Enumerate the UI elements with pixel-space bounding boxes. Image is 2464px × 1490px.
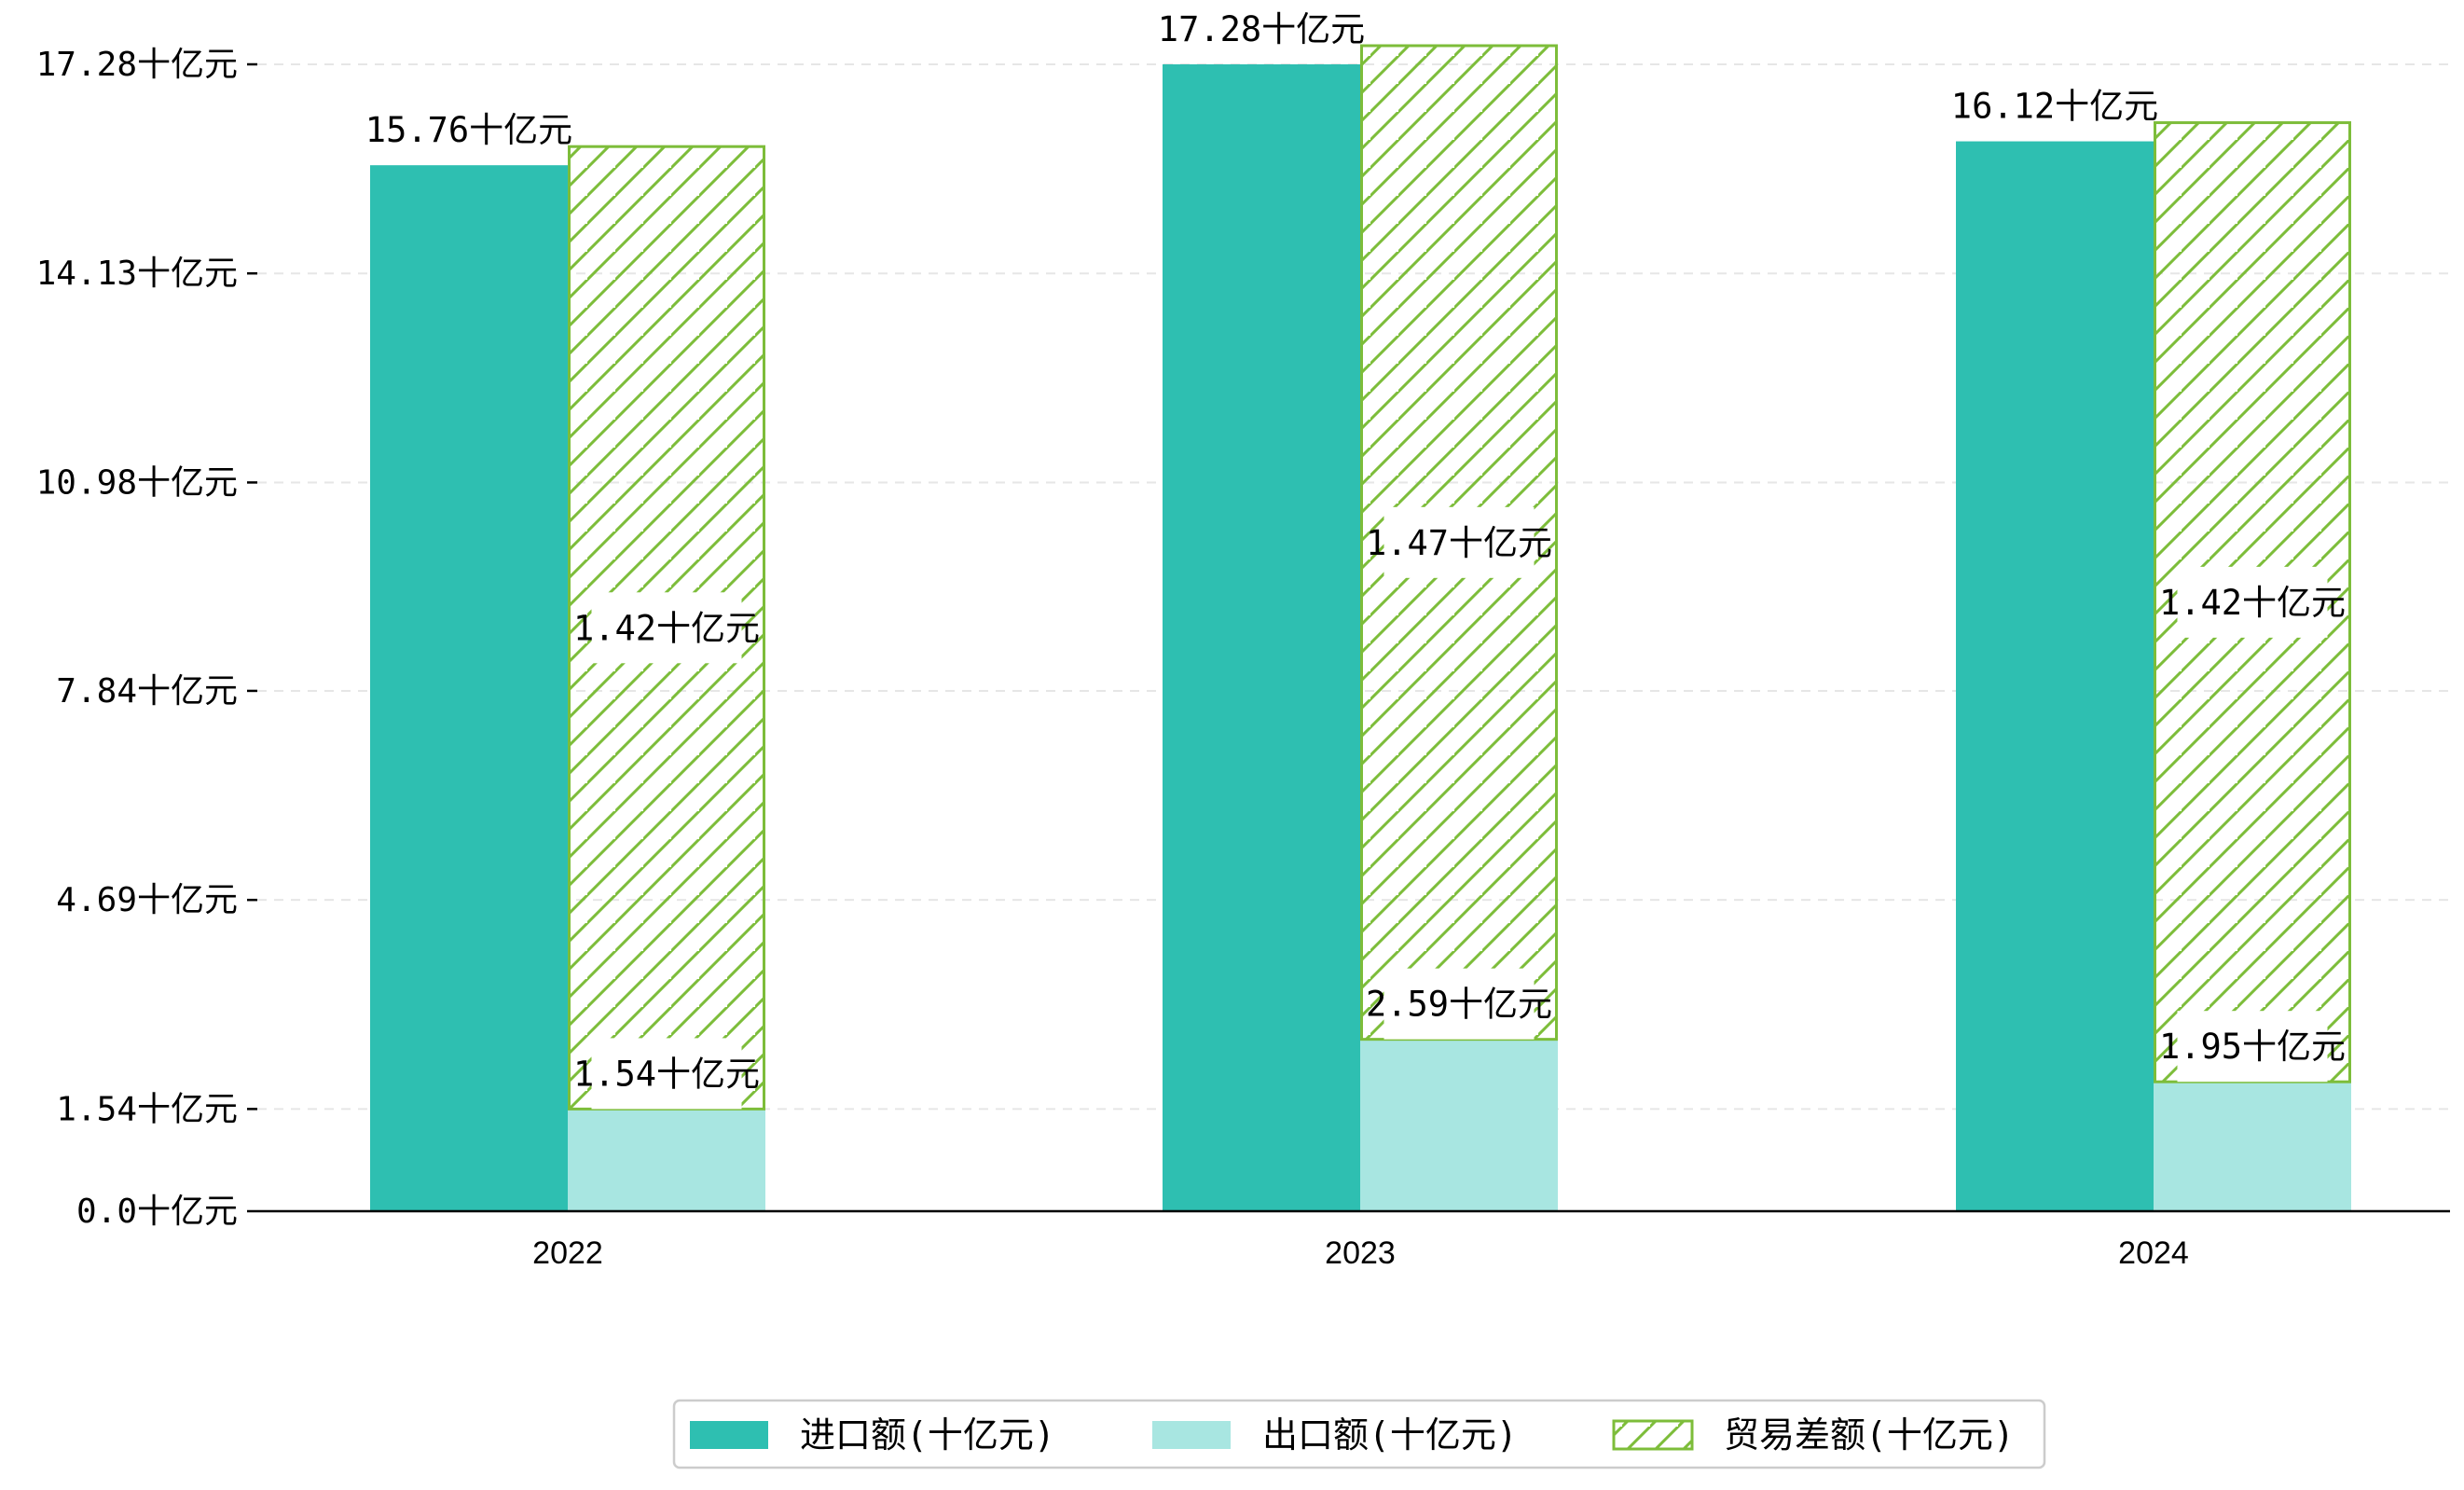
legend-box — [672, 1399, 2046, 1469]
import-bar — [1956, 141, 2154, 1211]
y-tick-label: 10.98十亿元 — [36, 463, 238, 502]
y-tick-label: 14.13十亿元 — [36, 255, 238, 293]
trade-balance-value-label-bg — [2177, 566, 2328, 638]
y-tick-label: 17.28十亿元 — [36, 46, 238, 84]
trade-balance-value-label: 1.42十亿元 — [2159, 583, 2346, 623]
x-tick-label: 2023 — [1325, 1235, 1396, 1271]
legend-swatch-export — [1152, 1421, 1231, 1449]
export-value-label: 1.95十亿元 — [2159, 1027, 2346, 1067]
export-bar — [568, 1109, 765, 1211]
import-value-label: 15.76十亿元 — [365, 110, 572, 150]
export-value-label: 1.54十亿元 — [573, 1054, 760, 1094]
y-tick-label: 4.69十亿元 — [56, 881, 238, 919]
export-value-label-bg — [2177, 1011, 2328, 1083]
import-bar — [370, 165, 568, 1211]
y-tick-label: 7.84十亿元 — [56, 672, 238, 711]
y-tick-label: 0.0十亿元 — [76, 1193, 238, 1231]
legend-swatch-import — [690, 1421, 768, 1449]
import-value-label: 17.28十亿元 — [1158, 9, 1365, 49]
trade-balance-value-label: 1.42十亿元 — [573, 608, 760, 648]
export-value-label-bg — [591, 1038, 742, 1110]
export-bar — [2154, 1082, 2351, 1211]
export-bar — [1360, 1039, 1558, 1211]
trade-balance-value-label: 1.47十亿元 — [1366, 523, 1552, 563]
legend-label: 贸易差额(十亿元) — [1724, 1414, 2015, 1456]
trade-balance-value-label-bg — [1383, 506, 1535, 578]
import-value-label: 16.12十亿元 — [1951, 87, 2158, 127]
x-tick-label: 2022 — [532, 1235, 603, 1271]
export-value-label-bg — [1383, 968, 1535, 1040]
x-tick-label: 2024 — [2118, 1235, 2189, 1271]
import-bar — [1163, 64, 1360, 1211]
trade-balance-value-label-bg — [591, 592, 742, 664]
export-value-label: 2.59十亿元 — [1366, 985, 1552, 1025]
legend-label: 出口额(十亿元) — [1262, 1414, 1518, 1456]
y-tick-label: 1.54十亿元 — [56, 1090, 238, 1128]
legend-label: 进口额(十亿元) — [800, 1414, 1055, 1456]
legend-swatch-trade-balance — [1612, 1419, 1694, 1451]
